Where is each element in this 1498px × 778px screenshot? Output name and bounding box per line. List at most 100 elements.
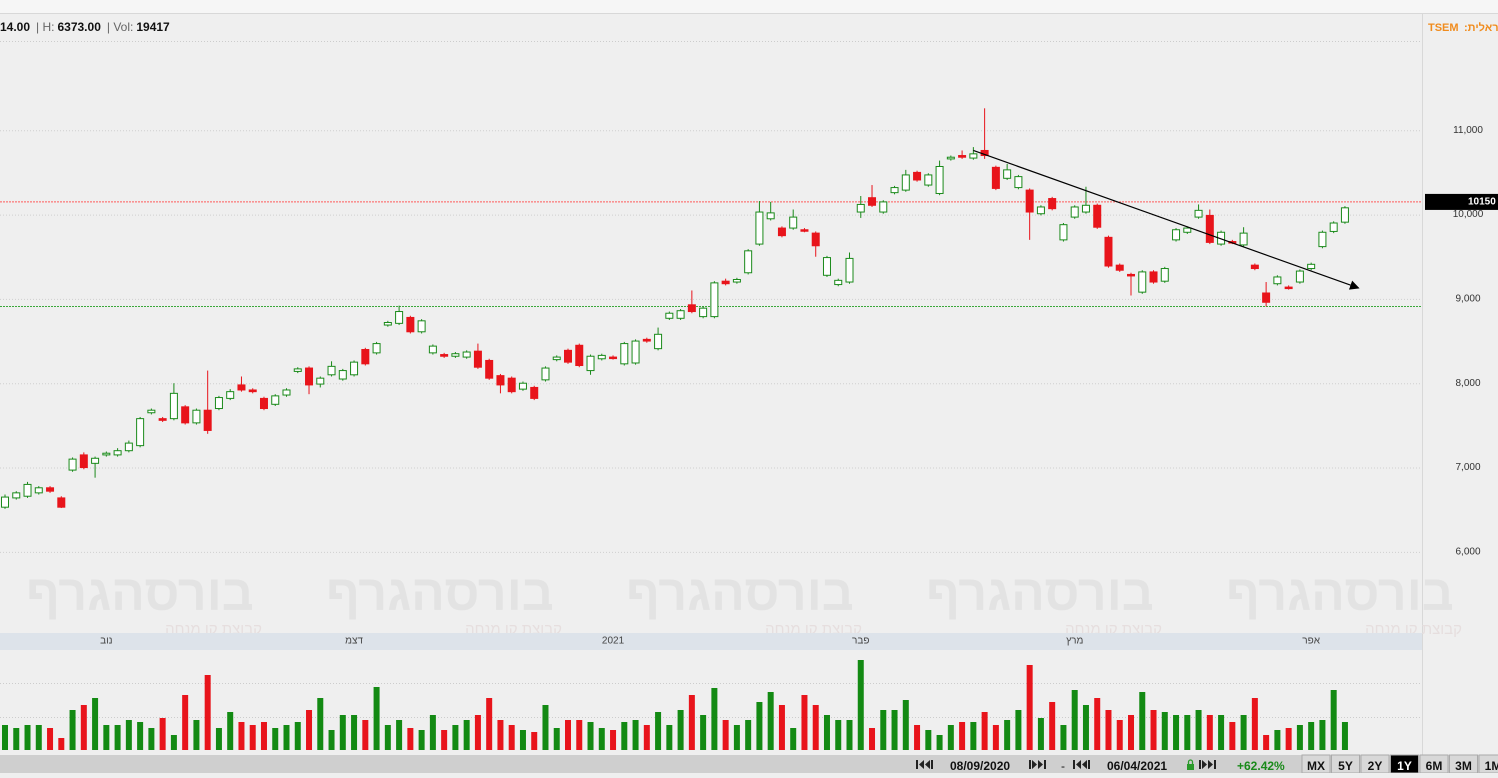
volume-bar <box>47 728 54 750</box>
volume-bar <box>69 710 76 750</box>
candle-body <box>1081 204 1090 213</box>
volume-bar <box>745 720 752 750</box>
volume-bar <box>643 725 650 750</box>
y-tick-label: 7,000 <box>1455 462 1480 473</box>
candle-body <box>372 343 381 354</box>
candle-body <box>68 458 77 471</box>
candle-body <box>935 165 944 194</box>
volume-bar <box>249 725 256 750</box>
watermark-title: בורסהגרף <box>926 565 1154 621</box>
volume-bar <box>1060 725 1067 750</box>
watermark-title: בורסהגרף <box>1226 565 1454 621</box>
candle-body <box>766 212 775 220</box>
candle-body <box>169 392 178 420</box>
volume-bar <box>1128 715 1134 750</box>
range-button-label[interactable]: 6M <box>1426 759 1443 773</box>
candle-body <box>665 312 674 319</box>
volume-bar <box>80 705 87 750</box>
volume-bar <box>260 722 267 750</box>
volume-bar <box>441 730 448 750</box>
watermark-title: בורסהגרף <box>626 565 854 621</box>
volume-bar <box>1240 715 1247 750</box>
range-button-label[interactable]: 2Y <box>1368 759 1383 773</box>
volume-bar <box>756 702 763 750</box>
candle-body <box>654 333 663 350</box>
date-from[interactable]: 08/09/2020 <box>950 759 1010 773</box>
x-tick-label: אפר <box>1302 636 1320 647</box>
toolbar <box>0 755 1498 773</box>
volume-bar <box>1071 690 1078 750</box>
y-tick-label: 11,000 <box>1453 125 1483 136</box>
candle-body <box>642 338 651 342</box>
candle-body <box>1205 214 1214 243</box>
volume-bar <box>1206 715 1213 750</box>
candle-body <box>327 365 336 376</box>
volume-bar <box>373 687 380 750</box>
volume-bar <box>711 688 718 750</box>
volume-bar <box>227 712 234 750</box>
volume-bar <box>621 722 628 750</box>
volume-bar <box>13 728 20 750</box>
candle-body <box>958 155 967 158</box>
volume-bar <box>587 722 594 750</box>
y-tick-label: 10,000 <box>1453 209 1484 220</box>
candle-body <box>1115 264 1124 271</box>
candle-body <box>1059 224 1068 241</box>
range-button-label[interactable]: 3M <box>1455 759 1472 773</box>
volume-bar <box>418 730 425 750</box>
volume-bar <box>1251 698 1258 750</box>
volume-bar <box>103 725 110 750</box>
candle-body <box>1239 232 1248 246</box>
candle-body <box>845 257 854 283</box>
volume-bar <box>1308 722 1315 750</box>
volume-bar <box>1285 728 1292 750</box>
volume-bar <box>767 692 774 750</box>
candle-body <box>462 351 471 358</box>
candle-body <box>102 452 111 456</box>
volume-bar <box>1037 718 1044 750</box>
x-tick-label: נוב <box>100 636 113 647</box>
candle-body <box>744 250 753 274</box>
volume-bar <box>531 732 538 750</box>
volume-bar <box>497 720 504 750</box>
range-button-label[interactable]: MX <box>1307 759 1325 773</box>
volume-bar <box>553 728 560 750</box>
volume-bar <box>1026 665 1033 750</box>
volume-bar <box>294 722 301 750</box>
candle-body <box>305 367 314 386</box>
range-button-label[interactable]: 1Y <box>1397 759 1412 773</box>
candle-body <box>856 203 865 213</box>
x-tick-label: דצמ <box>345 636 363 647</box>
candle-body <box>226 391 235 399</box>
symbol-label: ראלית: <box>1464 21 1498 34</box>
candle-body <box>383 322 392 326</box>
volume-bar <box>632 720 639 750</box>
candle-body <box>834 279 843 286</box>
high: 6373.00 <box>57 20 101 34</box>
watermark-title: בורסהגרף <box>326 565 554 621</box>
range-button-label[interactable]: 1M <box>1485 759 1498 773</box>
candle-body <box>597 354 606 360</box>
candle-body <box>710 282 719 318</box>
volume-bar <box>936 735 943 750</box>
candle-body <box>46 487 55 492</box>
volume-bar <box>1296 725 1303 750</box>
volume-bar <box>722 720 729 750</box>
range-button-label[interactable]: 5Y <box>1338 759 1353 773</box>
volume-bar <box>778 705 785 750</box>
candle-body <box>822 257 831 276</box>
candle-body <box>913 171 922 181</box>
volume-bar <box>801 695 808 750</box>
volume-bar <box>272 728 279 750</box>
candle-body <box>181 406 190 424</box>
candle-body <box>732 278 741 283</box>
candle-body <box>34 487 43 494</box>
candle-body <box>451 353 460 357</box>
candle-body <box>1014 176 1023 189</box>
volume-bar <box>688 695 695 750</box>
date-to[interactable]: 06/04/2021 <box>1107 759 1167 773</box>
candle-body <box>1284 286 1293 290</box>
candle-body <box>1172 229 1181 241</box>
